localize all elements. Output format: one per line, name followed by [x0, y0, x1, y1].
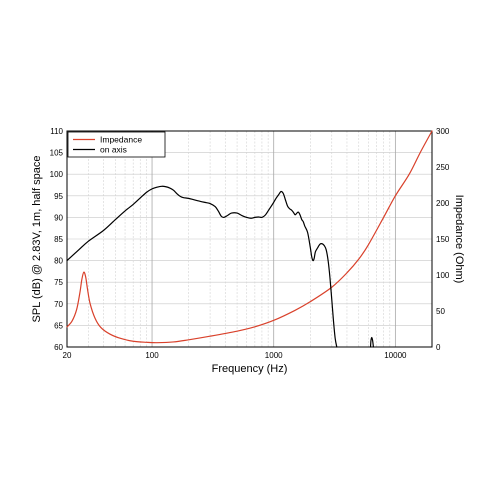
- y-tick-label: 90: [54, 213, 63, 222]
- x-tick-label: 1000: [265, 351, 283, 360]
- tick-labels: 60 65 70 75 80 85 90 95 100 105 110 0 50 100 150 200 250…: [50, 127, 450, 360]
- series-line-on-axis: [66, 185, 338, 348]
- y2-tick-label: 100: [436, 271, 450, 280]
- y-tick-label: 85: [54, 235, 63, 244]
- legend-label-impedance: Impedance: [100, 135, 142, 145]
- y-tick-label: 110: [50, 127, 63, 136]
- y-tick-label: 60: [54, 343, 63, 352]
- y-tick-label: 95: [54, 192, 63, 201]
- plot-frame: [66, 130, 433, 348]
- x-tick-label: 20: [63, 351, 72, 360]
- y-tick-label: 65: [54, 321, 63, 330]
- x-tick-label: 10000: [384, 351, 407, 360]
- y-tick-label: 75: [54, 278, 63, 287]
- series-lines: [66, 130, 433, 348]
- series-line-on-axis: [369, 336, 375, 348]
- legend-box: [67, 131, 166, 158]
- y2-tick-label: 150: [436, 235, 450, 244]
- legend-label-on-axis: on axis: [100, 145, 127, 155]
- y2-axis-title: Impedance (Ohm): [453, 195, 465, 284]
- legend: Impedance on axis: [67, 131, 166, 158]
- y2-tick-label: 200: [436, 199, 450, 208]
- y2-tick-label: 50: [436, 307, 445, 316]
- y-tick-label: 105: [50, 149, 64, 158]
- y-tick-label: 100: [50, 170, 64, 179]
- y2-tick-label: 250: [436, 163, 450, 172]
- y2-tick-label: 0: [436, 343, 441, 352]
- x-tick-label: 100: [145, 351, 159, 360]
- y2-tick-label: 300: [436, 127, 450, 136]
- y-tick-label: 80: [54, 257, 63, 266]
- y-axis-title: SPL (dB) @ 2.83V, 1m, half space: [31, 156, 43, 323]
- series-line-impedance: [66, 130, 433, 344]
- x-axis-title: Frequency (Hz): [212, 363, 288, 375]
- y-tick-label: 70: [54, 300, 63, 309]
